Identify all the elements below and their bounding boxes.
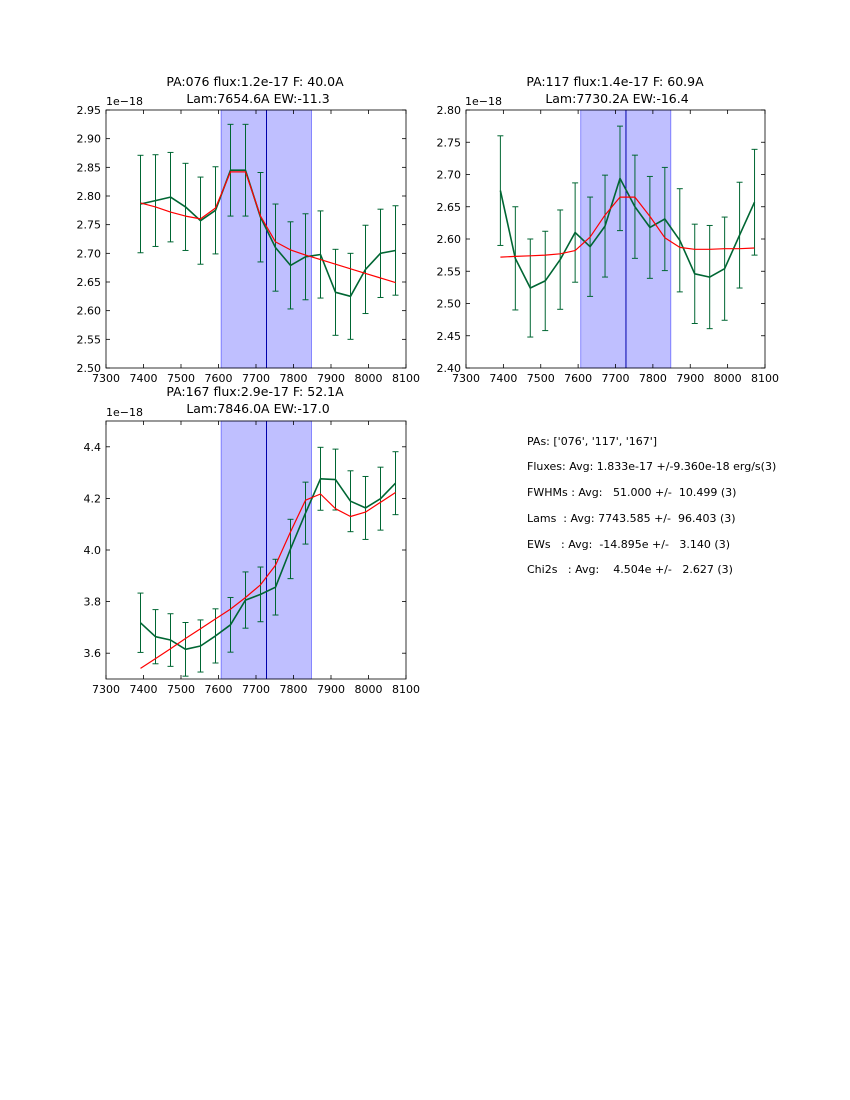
x-tick-label: 8100 bbox=[392, 683, 420, 696]
summary-lams: Lams : Avg: 7743.585 +/- 96.403 (3) bbox=[527, 512, 736, 525]
y-tick-label: 3.8 bbox=[84, 596, 102, 609]
x-tick-label: 7700 bbox=[242, 372, 270, 385]
fit-series-line bbox=[140, 171, 396, 284]
x-tick-label: 8000 bbox=[355, 372, 383, 385]
x-tick-label: 8100 bbox=[392, 372, 420, 385]
y-tick-label: 2.65 bbox=[77, 276, 102, 289]
x-tick-label: 7400 bbox=[130, 683, 158, 696]
chart-subtitle: Lam:7654.6A EW:-11.3 bbox=[186, 91, 329, 106]
summary-fluxes: Fluxes: Avg: 1.833e-17 +/-9.360e-18 erg/… bbox=[527, 460, 776, 473]
y-tick-label: 2.85 bbox=[77, 161, 102, 174]
y-tick-label: 2.75 bbox=[437, 136, 462, 149]
y-tick-label: 2.45 bbox=[437, 330, 462, 343]
x-tick-label: 7500 bbox=[527, 372, 555, 385]
y-tick-label: 4.2 bbox=[84, 492, 102, 505]
x-tick-label: 7400 bbox=[130, 372, 158, 385]
x-tick-label: 8100 bbox=[751, 372, 779, 385]
y-tick-label: 2.55 bbox=[77, 333, 102, 346]
chart-subtitle: Lam:7846.0A EW:-17.0 bbox=[186, 401, 329, 416]
x-tick-label: 7300 bbox=[92, 372, 120, 385]
chart-subtitle: Lam:7730.2A EW:-16.4 bbox=[545, 91, 688, 106]
y-tick-label: 4.4 bbox=[84, 441, 102, 454]
x-tick-label: 8000 bbox=[355, 683, 383, 696]
y-tick-label: 2.60 bbox=[77, 305, 102, 318]
chart-panel-pa167: PA:167 flux:2.9e-17 F: 52.1A Lam:7846.0A… bbox=[84, 384, 421, 696]
summary-pas: PAs: ['076', '117', '167'] bbox=[527, 435, 657, 448]
x-tick-label: 7400 bbox=[489, 372, 517, 385]
x-tick-label: 7600 bbox=[564, 372, 592, 385]
y-tick-label: 4.0 bbox=[84, 544, 102, 557]
x-tick-label: 7800 bbox=[280, 372, 308, 385]
y-tick-label: 2.80 bbox=[437, 104, 462, 117]
y-tick-label: 3.6 bbox=[84, 647, 102, 660]
y-tick-label: 2.40 bbox=[437, 362, 462, 375]
x-tick-label: 7600 bbox=[205, 372, 233, 385]
chart-title: PA:117 flux:1.4e-17 F: 60.9A bbox=[526, 74, 704, 89]
summary-fwhms: FWHMs : Avg: 51.000 +/- 10.499 (3) bbox=[527, 486, 736, 499]
data-series-line bbox=[139, 477, 397, 651]
chart-panel-pa117: PA:117 flux:1.4e-17 F: 60.9A Lam:7730.2A… bbox=[437, 74, 780, 385]
chart-panel-pa076: PA:076 flux:1.2e-17 F: 40.0A Lam:7654.6A… bbox=[77, 74, 421, 385]
x-tick-label: 7300 bbox=[92, 683, 120, 696]
summary-ews: EWs : Avg: -14.895e +/- 3.140 (3) bbox=[527, 538, 730, 551]
x-tick-label: 7500 bbox=[167, 372, 195, 385]
chart-title: PA:167 flux:2.9e-17 F: 52.1A bbox=[166, 384, 344, 399]
x-tick-label: 7800 bbox=[639, 372, 667, 385]
data-series-line bbox=[499, 177, 756, 289]
y-tick-label: 2.80 bbox=[77, 190, 102, 203]
summary-chi2s: Chi2s : Avg: 4.504e +/- 2.627 (3) bbox=[527, 563, 733, 576]
x-tick-label: 7900 bbox=[317, 683, 345, 696]
y-tick-label: 2.75 bbox=[77, 219, 102, 232]
y-tick-label: 2.90 bbox=[77, 133, 102, 146]
x-tick-label: 8000 bbox=[714, 372, 742, 385]
y-offset-label: 1e−18 bbox=[465, 95, 502, 108]
summary-stats: PAs: ['076', '117', '167'] Fluxes: Avg: … bbox=[527, 435, 776, 576]
data-series-line bbox=[140, 169, 396, 298]
y-tick-label: 2.95 bbox=[77, 104, 102, 117]
y-tick-label: 2.55 bbox=[437, 265, 462, 278]
x-tick-label: 7900 bbox=[317, 372, 345, 385]
y-tick-label: 2.60 bbox=[437, 233, 462, 246]
y-tick-label: 2.70 bbox=[77, 247, 102, 260]
fit-series-line bbox=[140, 491, 396, 669]
y-offset-label: 1e−18 bbox=[106, 406, 143, 419]
x-tick-label: 7600 bbox=[205, 683, 233, 696]
y-tick-label: 2.50 bbox=[77, 362, 102, 375]
x-tick-label: 7500 bbox=[167, 683, 195, 696]
fit-series-line bbox=[500, 196, 755, 258]
y-tick-label: 2.65 bbox=[437, 201, 462, 214]
x-tick-label: 7900 bbox=[676, 372, 704, 385]
y-tick-label: 2.50 bbox=[437, 298, 462, 311]
x-tick-label: 7800 bbox=[280, 683, 308, 696]
y-tick-label: 2.70 bbox=[437, 169, 462, 182]
y-offset-label: 1e−18 bbox=[106, 95, 143, 108]
x-tick-label: 7700 bbox=[242, 683, 270, 696]
x-tick-label: 7300 bbox=[452, 372, 480, 385]
x-tick-label: 7700 bbox=[602, 372, 630, 385]
chart-title: PA:076 flux:1.2e-17 F: 40.0A bbox=[166, 74, 344, 89]
